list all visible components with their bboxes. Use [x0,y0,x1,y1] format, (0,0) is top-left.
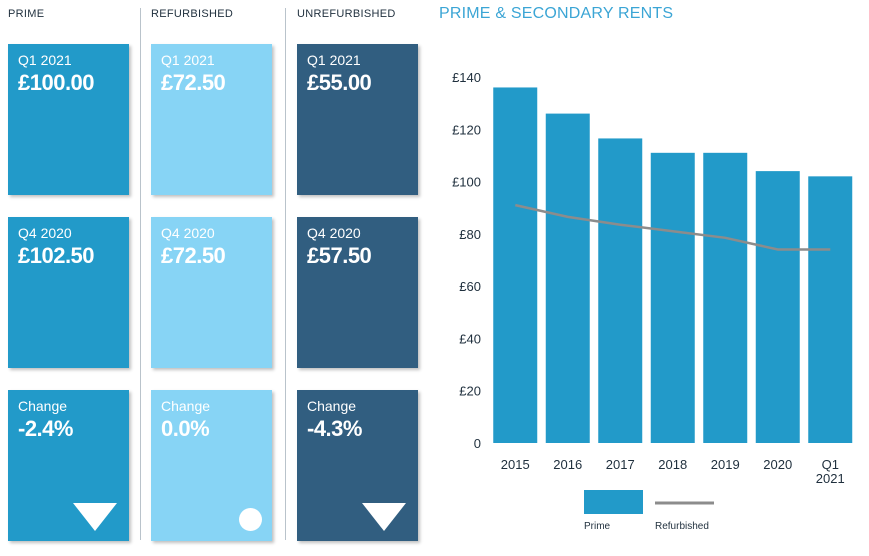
x-tick-label: 2017 [606,457,635,472]
card-value: -4.3% [307,416,362,441]
y-tick-label: £140 [452,70,481,85]
bar-prime [703,152,748,444]
card-label: Change [161,398,211,414]
y-tick-label: £40 [459,331,481,346]
unrefurbished-q1-2021-card: Q1 2021 £55.00 [297,44,418,195]
x-tick-label: Q1 2021 [816,457,845,486]
column-divider [285,8,286,540]
prime-q1-2021-card: Q1 2021 £100.00 [8,44,129,195]
legend-prime-label: Prime [584,521,611,532]
refurbished-q4-2020-card: Q4 2020 £72.50 [151,217,272,368]
x-tick-label: 2016 [553,457,582,472]
refurbished-change-card: Change 0.0% [151,390,272,541]
card-value: -2.4% [18,416,73,441]
legend-prime-swatch [584,490,643,514]
bar-prime [545,113,590,443]
legend-refurbished-label: Refurbished [655,521,709,532]
unrefurbished-change-card: Change -4.3% [297,390,418,541]
y-tick-label: £100 [452,175,481,190]
circle-icon [239,508,262,531]
x-tick-label: 2018 [658,457,687,472]
y-tick-label: £80 [459,227,481,242]
card-label: Change [18,398,68,414]
prime-q4-2020-card: Q4 2020 £102.50 [8,217,129,368]
bar-prime [808,176,853,444]
bar-prime [598,138,643,443]
chart-title: PRIME & SECONDARY RENTS [439,5,674,22]
card-label: Q4 2020 [161,225,215,241]
x-tick-label: 2019 [711,457,740,472]
card-label: Q4 2020 [307,225,361,241]
card-value: £100.00 [18,70,95,95]
card-value: £102.50 [18,243,95,268]
card-value: £72.50 [161,243,226,268]
card-label: Q1 2021 [161,52,215,68]
card-value: 0.0% [161,416,210,441]
y-tick-label: £60 [459,279,481,294]
y-tick-label: £120 [452,122,481,137]
card-label: Change [307,398,357,414]
bar-prime [650,152,695,444]
unrefurbished-column-header: UNREFURBISHED [297,8,396,20]
bar-prime [755,171,800,443]
card-value: £57.50 [307,243,372,268]
column-divider [140,8,141,540]
bar-prime [493,87,538,443]
y-tick-label: £20 [459,384,481,399]
refurbished-q1-2021-card: Q1 2021 £72.50 [151,44,272,195]
card-label: Q4 2020 [18,225,72,241]
x-tick-label: 2020 [763,457,792,472]
card-value: £72.50 [161,70,226,95]
card-label: Q1 2021 [307,52,361,68]
refurbished-column-header: REFURBISHED [151,8,234,20]
unrefurbished-q4-2020-card: Q4 2020 £57.50 [297,217,418,368]
prime-change-card: Change -2.4% [8,390,129,541]
line-refurbished [515,203,831,251]
card-label: Q1 2021 [18,52,72,68]
prime-column-header: PRIME [8,8,45,20]
card-value: £55.00 [307,70,372,95]
down-triangle-icon [362,503,406,531]
x-tick-label: 2015 [501,457,530,472]
y-tick-label: 0 [474,436,481,451]
down-triangle-icon [73,503,117,531]
